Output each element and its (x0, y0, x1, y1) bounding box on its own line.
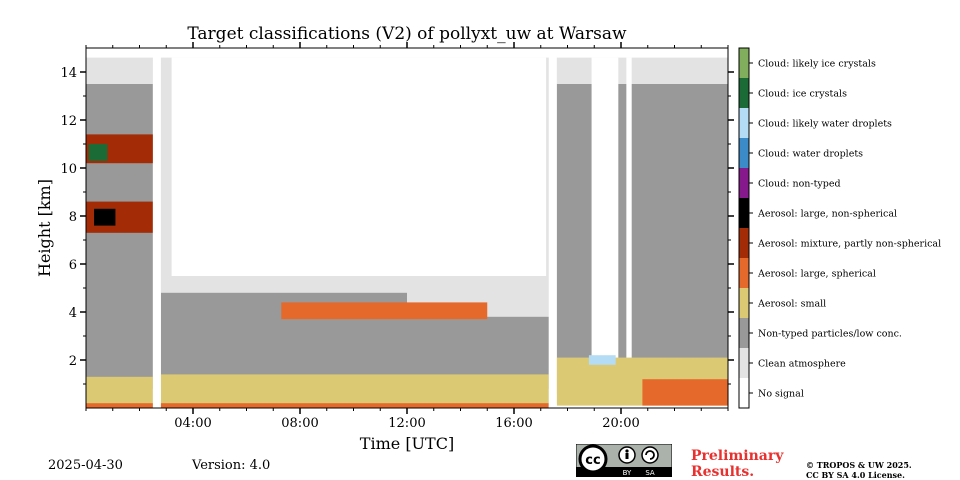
legend-swatch (739, 288, 749, 318)
version-label: Version: 4.0 (192, 458, 271, 473)
legend-label: Cloud: likely ice crystals (758, 59, 876, 70)
legend-swatch (739, 78, 749, 108)
chart-title: Target classifications (V2) of pollyxt_u… (187, 24, 627, 44)
class-region-19 (152, 48, 161, 408)
copyright-line1: © TROPOS & UW 2025. (806, 460, 912, 470)
legend-label: Aerosol: mixture, partly non-spherical (757, 239, 941, 250)
class-region-6 (591, 57, 619, 360)
x-tick-label: 20:00 (602, 416, 639, 431)
legend-swatch (739, 198, 749, 228)
y-tick-label: 12 (60, 114, 77, 129)
legend-swatch (739, 48, 749, 78)
legend-swatch (739, 138, 749, 168)
x-tick-label: 08:00 (281, 416, 318, 431)
legend-swatch (739, 258, 749, 288)
cc-icon (578, 444, 608, 474)
class-region-8 (86, 376, 153, 406)
class-region-18 (281, 302, 488, 320)
class-region-7 (626, 57, 632, 363)
legend-label: Cloud: water droplets (758, 149, 863, 160)
plot-area (86, 48, 728, 408)
legend-swatch (739, 378, 749, 408)
x-axis-label: Time [UTC] (360, 434, 454, 453)
legend-swatch (739, 228, 749, 258)
class-region-1 (86, 84, 153, 389)
legend-label: Aerosol: small (757, 299, 826, 310)
y-tick-label: 10 (60, 162, 77, 177)
legend-label: Aerosol: large, spherical (757, 269, 876, 280)
legend-label: Aerosol: large, non-spherical (757, 209, 897, 220)
preliminary-line2: Results. (691, 464, 755, 480)
legend-label: Cloud: likely water droplets (758, 119, 892, 130)
sa-text: SA (645, 469, 655, 477)
class-region-11 (86, 403, 549, 408)
legend-swatch (739, 108, 749, 138)
class-region-9 (160, 374, 549, 406)
colorbar-legend: No signal Clean atmosphere Non-typed parti… (738, 47, 941, 409)
class-region-17 (588, 355, 616, 365)
class-region-15 (94, 208, 116, 226)
x-tick-label: 04:00 (174, 416, 211, 431)
legend-label: Cloud: non-typed (758, 179, 841, 190)
preliminary-line1: Preliminary (691, 448, 784, 464)
y-axis-label: Height [km] (35, 179, 54, 277)
y-tick-label: 8 (69, 210, 77, 225)
axes: 04:00 08:00 12:00 16:00 20:00 2 4 6 8 10 12 14 (60, 42, 734, 431)
legend-label: Clean atmosphere (758, 359, 846, 370)
legend-label: Non-typed particles/low conc. (758, 329, 902, 340)
share-alike-icon (641, 446, 659, 464)
cc-text: cc (585, 453, 600, 468)
class-region-12 (642, 379, 728, 406)
class-region-20 (548, 48, 557, 408)
y-tick-label: 14 (60, 66, 77, 81)
legend-label: No signal (758, 389, 804, 400)
copyright-line2: CC BY SA 4.0 License. (806, 470, 905, 480)
by-text: BY (623, 469, 632, 477)
legend-swatch (739, 348, 749, 378)
legend-swatch (739, 168, 749, 198)
cc-by-sa-badge: cc BY SA (576, 444, 672, 477)
y-tick-label: 6 (69, 258, 77, 273)
legend-swatch (739, 318, 749, 348)
x-tick-label: 16:00 (495, 416, 532, 431)
class-region-16 (88, 144, 108, 161)
preliminary-notice: Preliminary Results. (691, 448, 783, 480)
copyright-notice: © TROPOS & UW 2025. CC BY SA 4.0 License… (806, 460, 912, 480)
y-tick-label: 2 (69, 354, 77, 369)
legend-label: Cloud: ice crystals (758, 89, 847, 100)
class-region-4 (556, 84, 728, 394)
date-label: 2025-04-30 (48, 458, 123, 473)
x-tick-label: 12:00 (388, 416, 425, 431)
y-tick-label: 4 (69, 306, 77, 321)
class-region-5 (171, 57, 547, 276)
colorbar-frame (738, 47, 750, 409)
